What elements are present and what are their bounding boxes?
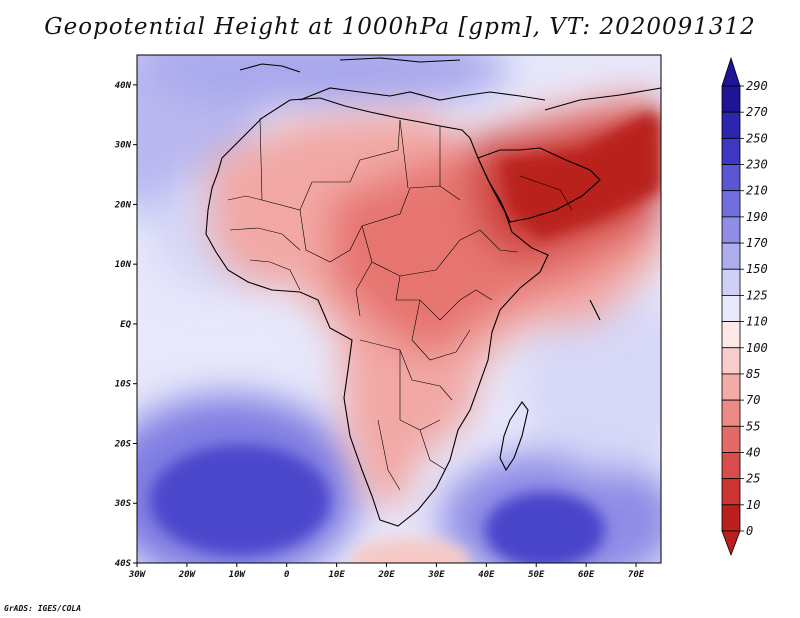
lon-tick-label: 20W bbox=[178, 570, 197, 580]
lat-tick-label: EQ bbox=[120, 320, 131, 330]
colorbar-label: 40 bbox=[746, 445, 760, 459]
colorbar-label: 110 bbox=[746, 315, 768, 329]
colorbar-label: 150 bbox=[746, 262, 768, 276]
borders bbox=[227, 117, 573, 491]
colorbar-swatch bbox=[721, 242, 741, 270]
colorbar-swatch bbox=[721, 425, 741, 453]
colorbar-swatch bbox=[721, 295, 741, 322]
lon-tick-label: 50E bbox=[528, 570, 545, 580]
colorbar-label: 85 bbox=[746, 367, 760, 381]
colorbar-swatch bbox=[721, 478, 741, 506]
lon-tick-label: 10W bbox=[229, 570, 247, 580]
colorbar-label: 125 bbox=[746, 288, 768, 302]
lat-tick-label: 20N bbox=[114, 200, 132, 210]
lat-tick-label: 40N bbox=[115, 81, 132, 91]
lon-tick-label: 60E bbox=[578, 570, 595, 580]
colorbar-label: 250 bbox=[746, 131, 768, 145]
colorbar-swatch bbox=[721, 347, 741, 375]
lat-tick-label: 10S bbox=[115, 380, 132, 390]
lat-tick-label: 40S bbox=[115, 559, 132, 569]
colorbar-swatch bbox=[721, 190, 741, 218]
lon-tick-label: 20E bbox=[377, 570, 395, 580]
colorbar-swatch bbox=[721, 164, 741, 192]
colorbar-bottom-arrow bbox=[721, 530, 741, 557]
footer-credit: GrADS: IGES/COLA bbox=[4, 604, 82, 613]
map-figure: 30W 20W 10W 0 10E 20E 30E 40E 50E 60E 70E 40N 30N 20N… bbox=[114, 54, 768, 580]
colorbar-swatch bbox=[721, 137, 741, 165]
colorbar-swatch bbox=[721, 504, 741, 532]
colorbar-top-arrow bbox=[721, 56, 741, 87]
colorbar-label: 230 bbox=[746, 158, 768, 172]
colorbar-label: 190 bbox=[746, 210, 768, 224]
colorbar-label: 290 bbox=[746, 79, 768, 93]
colorbar-swatch bbox=[721, 216, 741, 244]
colorbar-swatch bbox=[721, 111, 741, 139]
lon-tick-label: 40E bbox=[478, 570, 495, 580]
lon-tick-label: 0 bbox=[284, 570, 290, 580]
lat-tick-label: 30S bbox=[114, 499, 132, 509]
colorbar: 2902702502302101901701501251101008570554… bbox=[721, 56, 768, 557]
lon-tick-label: 10E bbox=[328, 570, 345, 580]
colorbar-swatch bbox=[721, 85, 741, 113]
colorbar-label: 0 bbox=[746, 524, 753, 538]
chart-title: Geopotential Height at 1000hPa [gpm], VT… bbox=[44, 14, 756, 40]
colorbar-label: 210 bbox=[746, 184, 768, 198]
colorbar-swatch bbox=[721, 321, 741, 349]
colorbar-label: 270 bbox=[746, 105, 768, 119]
coastlines bbox=[205, 57, 661, 527]
colorbar-label: 25 bbox=[746, 472, 760, 486]
lon-tick-label: 30W bbox=[128, 570, 147, 580]
colorbar-label: 170 bbox=[746, 236, 768, 250]
axis-tick-labels: 30W 20W 10W 0 10E 20E 30E 40E 50E 60E 70E 40N 30N 20N… bbox=[114, 81, 645, 580]
colorbar-label: 100 bbox=[746, 341, 768, 355]
colorbar-label: 70 bbox=[746, 393, 760, 407]
colorbar-label: 55 bbox=[746, 419, 760, 433]
lat-tick-label: 10N bbox=[115, 260, 132, 270]
lon-tick-label: 30E bbox=[427, 570, 445, 580]
map-frame bbox=[136, 54, 662, 564]
colorbar-swatch bbox=[721, 399, 741, 427]
axis-ticks bbox=[133, 84, 637, 567]
colorbar-swatch bbox=[721, 268, 741, 296]
lat-tick-label: 30N bbox=[114, 141, 132, 151]
colorbar-label: 10 bbox=[746, 498, 760, 512]
lon-tick-label: 70E bbox=[628, 570, 645, 580]
lat-tick-label: 20S bbox=[114, 439, 132, 449]
colorbar-swatch bbox=[721, 373, 741, 401]
colorbar-swatch bbox=[721, 452, 741, 480]
